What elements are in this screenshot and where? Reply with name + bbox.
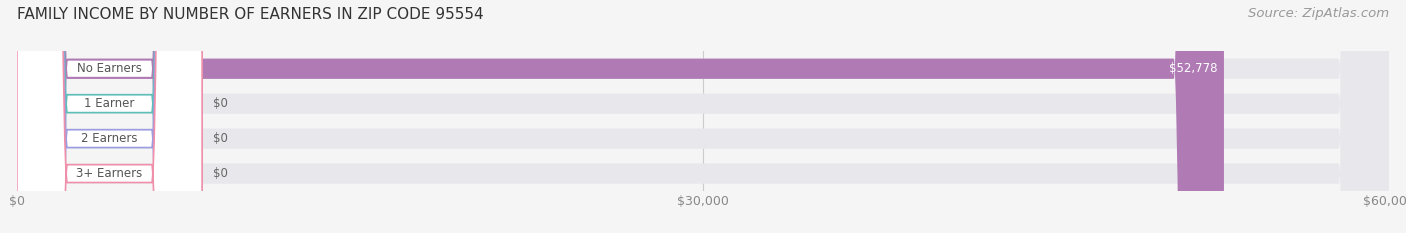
FancyBboxPatch shape xyxy=(17,0,1389,233)
Text: No Earners: No Earners xyxy=(77,62,142,75)
Text: $52,778: $52,778 xyxy=(1168,62,1218,75)
FancyBboxPatch shape xyxy=(17,0,1389,233)
Text: 1 Earner: 1 Earner xyxy=(84,97,135,110)
Text: $0: $0 xyxy=(214,132,228,145)
FancyBboxPatch shape xyxy=(17,0,202,233)
Text: $0: $0 xyxy=(214,167,228,180)
FancyBboxPatch shape xyxy=(17,0,202,233)
FancyBboxPatch shape xyxy=(17,0,1389,233)
Text: $0: $0 xyxy=(214,97,228,110)
FancyBboxPatch shape xyxy=(17,0,1225,233)
Text: 2 Earners: 2 Earners xyxy=(82,132,138,145)
FancyBboxPatch shape xyxy=(17,0,1389,233)
Text: FAMILY INCOME BY NUMBER OF EARNERS IN ZIP CODE 95554: FAMILY INCOME BY NUMBER OF EARNERS IN ZI… xyxy=(17,7,484,22)
Text: Source: ZipAtlas.com: Source: ZipAtlas.com xyxy=(1249,7,1389,20)
FancyBboxPatch shape xyxy=(17,0,202,233)
FancyBboxPatch shape xyxy=(17,0,202,233)
Text: 3+ Earners: 3+ Earners xyxy=(76,167,142,180)
